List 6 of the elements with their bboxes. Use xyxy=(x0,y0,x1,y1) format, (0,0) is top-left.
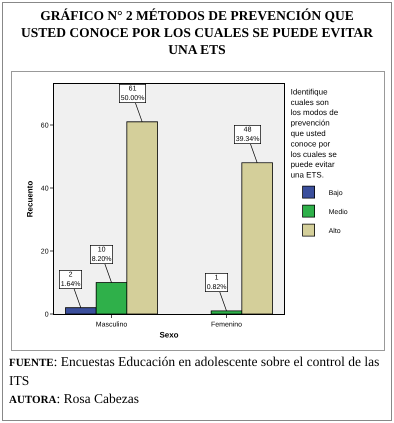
text: AUTORA: Rosa Cabezas xyxy=(9,390,140,408)
text: FUENTE: Encuestas Educación en adolescente sobre el control de las ITS xyxy=(9,354,380,388)
y-axis-title: Recuento xyxy=(26,180,35,218)
x-axis-title: Sexo xyxy=(159,330,179,340)
text: Identifique cuales son los modos de prevención que usted conoce por los cuales se puede evitar una ETS. xyxy=(290,87,338,180)
chart-title: GRÁFICO N° 2 MÉTODOS DE PREVENCIÓN QUE USTED CONOCE POR LOS CUALES SE PUEDE EVITAR UNA ETS xyxy=(20,7,374,58)
